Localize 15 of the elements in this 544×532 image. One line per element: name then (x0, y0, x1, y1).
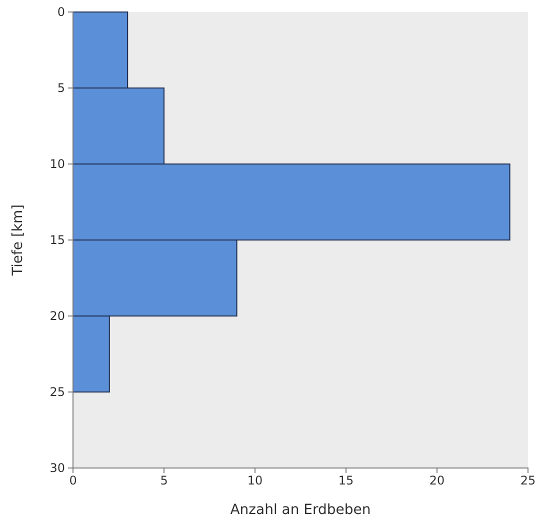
y-tick-label: 20 (50, 308, 65, 323)
x-axis-title: Anzahl an Erdbeben (230, 502, 371, 518)
x-tick-label: 25 (520, 474, 536, 488)
x-tick-label: 10 (247, 474, 263, 488)
y-tick-label: 0 (57, 4, 65, 19)
x-tick-label: 20 (429, 474, 445, 488)
x-tick-label: 0 (69, 474, 77, 488)
y-tick-label: 15 (50, 232, 65, 247)
y-axis-title: Tiefe [km] (10, 204, 26, 277)
x-tick-label: 5 (160, 474, 168, 488)
x-tick-label: 15 (338, 474, 354, 488)
y-tick-label: 30 (50, 460, 65, 475)
y-tick-label: 5 (57, 80, 65, 95)
y-tick-label: 25 (50, 384, 65, 399)
y-tick-label: 10 (50, 156, 65, 171)
